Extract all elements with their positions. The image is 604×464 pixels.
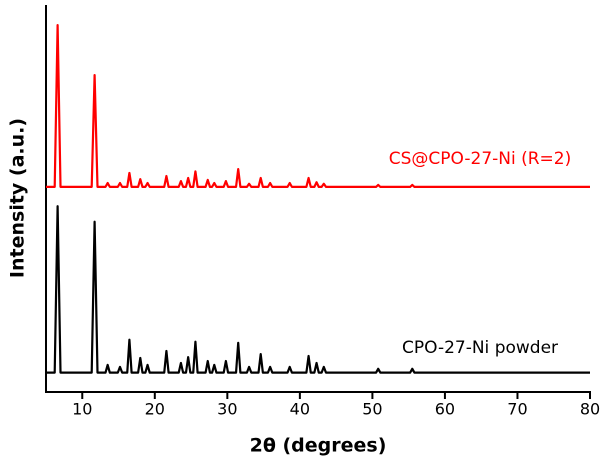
series-line xyxy=(46,24,590,188)
x-tick-label: 40 xyxy=(290,400,310,419)
x-tick-label: 30 xyxy=(217,400,237,419)
x-tick-label: 20 xyxy=(145,400,165,419)
series-line xyxy=(46,205,590,374)
series-label: CS@CPO-27-Ni (R=2) xyxy=(389,149,572,169)
x-tick-label: 10 xyxy=(72,400,92,419)
x-axis-label: 2θ (degrees) xyxy=(250,435,387,457)
y-axis-label: Intensity (a.u.) xyxy=(7,118,29,278)
x-tick-label: 60 xyxy=(435,400,455,419)
series-label: CPO-27-Ni powder xyxy=(402,338,558,358)
x-tick-label: 50 xyxy=(362,400,382,419)
x-tick-label: 80 xyxy=(580,400,600,419)
x-tick-label: 70 xyxy=(507,400,527,419)
